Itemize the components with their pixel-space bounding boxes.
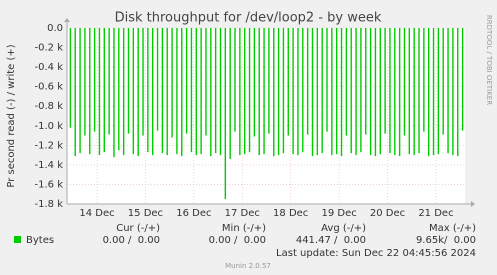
axis-arrow xyxy=(64,18,70,22)
summary-header: Max (-/+) xyxy=(429,223,476,234)
summary-value: 0.00 / 0.00 xyxy=(103,235,160,246)
summary-value: 0.00 / 0.00 xyxy=(209,235,266,246)
x-tick-label: 20 Dec xyxy=(370,208,405,219)
side-label: RRDTOOL / TOBI OETIKER xyxy=(485,15,493,105)
summary-value: 9.65k/ 0.00 xyxy=(416,235,476,246)
x-tick-label: 16 Dec xyxy=(176,208,211,219)
last-update: Last update: Sun Dec 22 04:45:56 2024 xyxy=(276,248,476,259)
footer: Munin 2.0.57 xyxy=(225,262,271,270)
y-tick-label: 0.0 xyxy=(47,23,63,34)
y-tick-label: -0.2 k xyxy=(35,43,64,54)
legend-swatch xyxy=(14,236,21,243)
x-tick-label: 14 Dec xyxy=(79,208,114,219)
y-tick-label: -0.8 k xyxy=(35,101,64,112)
x-tick-label: 15 Dec xyxy=(128,208,163,219)
y-axis-label: Pr second read (-) / write (+) xyxy=(6,44,17,187)
y-tick-label: -1.4 k xyxy=(35,160,64,171)
y-tick-label: -1.8 k xyxy=(35,199,64,210)
legend-entry: Bytes xyxy=(26,235,54,246)
y-tick-label: -0.4 k xyxy=(35,62,64,73)
chart-title: Disk throughput for /dev/loop2 - by week xyxy=(115,11,382,26)
x-tick-label: 21 Dec xyxy=(418,208,453,219)
y-tick-label: -1.6 k xyxy=(35,179,64,190)
y-tick-label: -1.2 k xyxy=(35,140,64,151)
legend: Cur (-/+) Min (-/+) Avg (-/+) Max (-/+) … xyxy=(14,223,476,270)
summary-header: Min (-/+) xyxy=(222,223,266,234)
summary-value: 441.47 / 0.00 xyxy=(296,235,366,246)
x-tick-label: 18 Dec xyxy=(273,208,308,219)
x-tick-label: 17 Dec xyxy=(225,208,260,219)
y-tick-label: -1.0 k xyxy=(35,121,64,132)
x-tick-label: 19 Dec xyxy=(321,208,356,219)
axis-arrow xyxy=(471,201,475,207)
summary-header: Cur (-/+) xyxy=(116,223,160,234)
y-tick-label: -0.6 k xyxy=(35,82,64,93)
plot-area xyxy=(67,28,465,204)
summary-header: Avg (-/+) xyxy=(321,223,366,234)
